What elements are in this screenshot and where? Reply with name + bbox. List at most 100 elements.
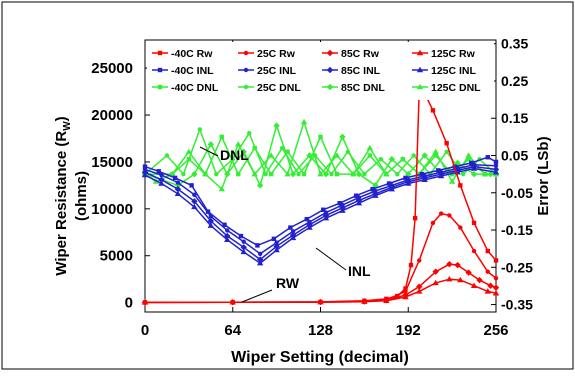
- legend-marker-40c-inl: [157, 67, 163, 73]
- annotation-inl-leader: [315, 247, 347, 271]
- data-point-125c-rw: [141, 299, 149, 305]
- data-point-85c-inl: [174, 185, 182, 193]
- data-point-85c-dnl: [339, 133, 346, 141]
- y-axis-left-label-close: ): [53, 116, 70, 121]
- data-point-40c-rw: [430, 108, 436, 113]
- data-point-25c-inl: [192, 192, 197, 197]
- data-point-125c-inl: [273, 246, 280, 253]
- series-line-85c-inl: [144, 165, 497, 261]
- data-point-40c-inl: [386, 181, 392, 186]
- legend-marker-25c-dnl: [243, 84, 249, 90]
- y-axis-left-label-text: Wiper Resistance (R: [53, 131, 70, 276]
- data-point-125c-dnl: [251, 170, 258, 177]
- data-point-25c-rw: [485, 269, 490, 274]
- data-point-125c-rw: [484, 288, 491, 294]
- data-point-85c-dnl: [322, 170, 330, 178]
- data-point-125c-inl: [158, 180, 165, 186]
- data-point-40c-dnl: [236, 171, 241, 177]
- y-axis-right-label: Error (LSb): [535, 136, 552, 215]
- data-point-125c-rw: [457, 276, 464, 283]
- legend-marker-125c-rw: [416, 49, 424, 56]
- legend-entry-40c-inl: -40C INL: [171, 65, 214, 77]
- data-point-125c-rw: [416, 288, 423, 294]
- legend-entry-125c-inl: 125C INL: [431, 65, 477, 77]
- series-125c-inl: [141, 165, 500, 266]
- data-point-85c-inl: [191, 198, 198, 205]
- data-point-125c-dnl: [333, 152, 341, 158]
- data-point-40c-rw: [403, 286, 408, 291]
- data-point-85c-dnl: [355, 170, 363, 178]
- data-point-40c-inl: [353, 193, 359, 198]
- x-tick-label: 0: [141, 322, 149, 339]
- data-point-85c-inl: [240, 244, 247, 251]
- data-point-125c-dnl: [350, 170, 357, 177]
- legend-entry-25c-dnl: 25C DNL: [257, 82, 301, 94]
- data-point-25c-dnl: [181, 171, 186, 177]
- data-point-40c-rw: [485, 248, 490, 254]
- legend-marker-25c-rw: [243, 50, 249, 56]
- data-point-25c-rw: [447, 213, 452, 218]
- data-point-125c-inl: [191, 203, 198, 210]
- data-point-125c-dnl: [448, 178, 456, 184]
- data-point-125c-inl: [492, 169, 500, 175]
- data-point-40c-inl: [370, 186, 375, 192]
- data-point-25c-dnl: [263, 171, 268, 177]
- data-point-40c-inl: [156, 169, 161, 174]
- data-point-125c-rw: [432, 279, 439, 286]
- data-point-40c-inl: [222, 222, 227, 227]
- data-point-40c-rw: [444, 140, 449, 146]
- data-point-25c-dnl: [411, 153, 416, 158]
- legend-entry-85c-inl: 85C INL: [341, 65, 381, 77]
- data-point-125c-dnl: [202, 170, 209, 177]
- data-point-85c-dnl: [256, 182, 264, 189]
- legend-marker-40c-dnl: [157, 84, 163, 90]
- data-point-125c-dnl: [169, 170, 176, 177]
- annotation-inl: INL: [348, 263, 371, 279]
- data-point-40c-dnl: [334, 171, 340, 177]
- data-point-40c-inl: [189, 183, 194, 188]
- data-point-40c-inl: [436, 168, 441, 173]
- legend-entry-40c-dnl: -40C DNL: [171, 82, 219, 94]
- data-point-125c-dnl: [465, 152, 472, 158]
- data-point-25c-dnl: [329, 171, 334, 177]
- data-point-40c-rw: [395, 293, 400, 299]
- data-point-125c-inl: [256, 260, 264, 266]
- data-point-40c-rw: [458, 183, 463, 188]
- series-line-25c-inl: [144, 163, 497, 255]
- data-point-40c-inl: [321, 207, 326, 212]
- data-point-125c-inl: [306, 224, 313, 230]
- legend-marker-85c-dnl: [326, 83, 334, 91]
- data-point-40c-inl: [238, 233, 244, 239]
- data-point-125c-rw: [317, 298, 324, 305]
- legend-marker-25c-inl: [243, 67, 249, 73]
- series-line-40c-dnl: [145, 135, 496, 176]
- data-point-25c-inl: [241, 239, 246, 244]
- data-point-25c-inl: [159, 172, 164, 178]
- data-point-25c-rw: [471, 248, 477, 254]
- data-point-40c-dnl: [318, 134, 323, 140]
- data-point-125c-rw: [402, 293, 409, 300]
- annotation-rw-leader: [241, 289, 273, 303]
- legend-entry-25c-inl: 25C INL: [257, 65, 297, 77]
- data-point-85c-dnl: [273, 122, 280, 129]
- data-point-40c-inl: [142, 164, 148, 169]
- x-axis-label: Wiper Setting (decimal): [231, 349, 409, 366]
- data-point-85c-rw: [446, 260, 453, 268]
- data-point-25c-dnl: [460, 171, 466, 177]
- x-tick-label: 64: [224, 322, 241, 339]
- y-right-tick-label: 0.35: [501, 36, 528, 52]
- data-point-85c-dnl: [388, 156, 395, 163]
- series-line-25c-dnl: [144, 127, 497, 176]
- y-left-tick-label: 20000: [91, 107, 133, 124]
- y-left-tick-label: 5000: [100, 248, 133, 265]
- annotation-dnl: DNL: [220, 147, 249, 163]
- data-point-25c-inl: [225, 228, 230, 233]
- data-point-25c-inl: [493, 163, 499, 168]
- legend-entry-25c-rw: 25C Rw: [257, 48, 296, 60]
- data-point-40c-inl: [304, 216, 309, 222]
- annotation-dnl-leader: [199, 146, 219, 157]
- data-point-25c-inl: [208, 214, 214, 219]
- series-125c-rw: [141, 275, 500, 305]
- data-point-125c-rw: [361, 298, 368, 304]
